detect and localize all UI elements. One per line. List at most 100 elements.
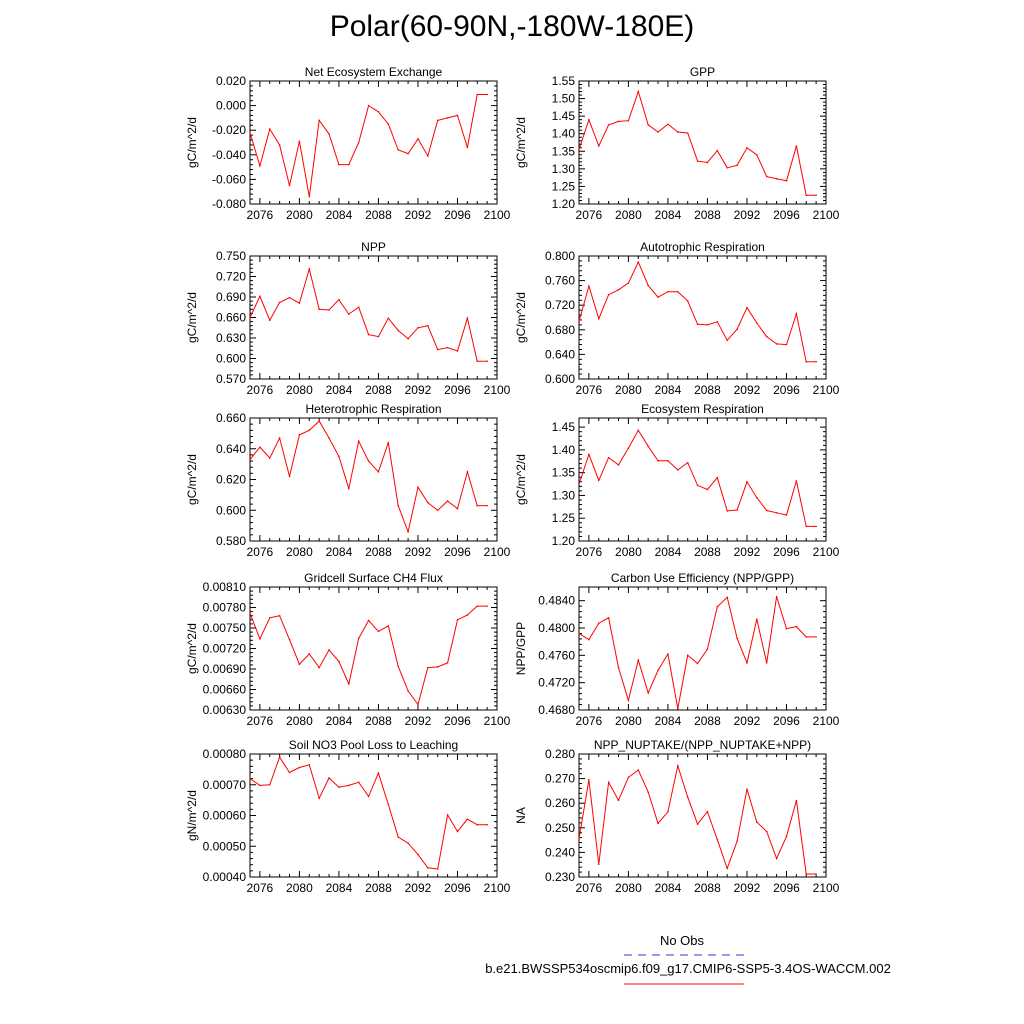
data-point	[367, 333, 370, 336]
data-point	[805, 873, 808, 875]
data-point	[278, 437, 281, 439]
y-tick-label: 1.40	[552, 127, 576, 141]
data-point	[298, 434, 301, 436]
data-point	[436, 509, 439, 512]
data-point	[328, 133, 330, 135]
data-point	[597, 479, 600, 482]
y-axis-label: gN/m^2/d	[185, 790, 199, 841]
y-tick-label: 0.4800	[538, 621, 575, 635]
chart-title: Ecosystem Respiration	[641, 402, 764, 416]
data-point	[318, 119, 320, 122]
x-tick-label: 2076	[576, 208, 603, 222]
y-tick-label: 1.30	[552, 162, 576, 176]
y-tick-label: 0.00080	[203, 747, 247, 761]
y-tick-label: 1.55	[552, 74, 576, 88]
data-point	[367, 795, 370, 798]
y-tick-label: 0.00050	[203, 839, 247, 853]
y-tick-label: 0.690	[216, 290, 246, 304]
legend-model-label: b.e21.BWSSP534oscmip6.f09_g17.CMIP6-SSP5…	[485, 961, 891, 976]
data-point	[436, 666, 439, 668]
data-point	[657, 131, 659, 133]
data-point	[446, 346, 449, 349]
data-point	[486, 504, 488, 507]
data-point	[486, 93, 488, 96]
data-point	[348, 313, 350, 315]
data-point	[268, 319, 271, 322]
data-point	[417, 703, 419, 706]
data-point	[407, 530, 409, 533]
data-point	[617, 120, 620, 123]
x-tick-label: 2088	[365, 881, 392, 895]
y-tick-label: 0.680	[545, 323, 575, 337]
panel-3: NPP gC/m^2/d 0.570 0.600 0.630 0.660 0.690 0.72…	[185, 240, 511, 397]
x-tick-label: 2080	[286, 545, 313, 559]
x-tick-label: 2092	[405, 881, 432, 895]
data-point	[407, 337, 409, 340]
x-tick-label: 2084	[326, 714, 353, 728]
data-point	[476, 93, 479, 96]
y-tick-label: -0.060	[212, 172, 246, 186]
x-tick-label: 2100	[484, 545, 511, 559]
data-point	[288, 184, 291, 187]
x-tick-label: 2088	[365, 545, 392, 559]
data-point	[268, 128, 271, 130]
data-point	[597, 863, 600, 866]
y-tick-label: 1.35	[552, 144, 576, 158]
data-point	[308, 195, 311, 198]
y-tick-label: 0.00750	[203, 621, 247, 635]
chart-title: Soil NO3 Pool Loss to Leaching	[289, 738, 458, 752]
x-tick-label: 2088	[365, 714, 392, 728]
x-tick-label: 2100	[484, 881, 511, 895]
chart-title: GPP	[690, 65, 715, 79]
x-tick-label: 2088	[694, 208, 721, 222]
data-point	[607, 293, 610, 296]
data-point	[397, 504, 400, 507]
y-tick-label: 1.20	[552, 534, 576, 548]
data-point	[298, 663, 301, 666]
y-tick-label: 0.00060	[203, 809, 247, 823]
data-point	[657, 460, 659, 462]
data-point	[338, 455, 340, 458]
x-tick-label: 2096	[773, 714, 800, 728]
data-point	[677, 707, 679, 710]
y-axis-label: gC/m^2/d	[514, 454, 528, 505]
y-tick-label: 0.660	[216, 311, 246, 325]
plot-frame	[578, 753, 827, 878]
data-point	[617, 289, 620, 291]
panel-9: Soil NO3 Pool Loss to Leaching gN/m^2/d 0.…	[185, 738, 511, 895]
data-point	[637, 659, 640, 661]
data-point	[706, 324, 709, 326]
x-tick-label: 2092	[734, 208, 761, 222]
data-point	[427, 501, 429, 504]
chart-title: Carbon Use Efficiency (NPP/GPP)	[611, 571, 794, 585]
data-point	[578, 483, 580, 485]
x-tick-label: 2084	[326, 208, 353, 222]
data-point	[288, 638, 291, 641]
x-tick-label: 2092	[405, 383, 432, 397]
data-point	[578, 148, 580, 151]
y-tick-label: 0.640	[545, 347, 575, 361]
data-point	[278, 614, 281, 617]
y-tick-label: 0.230	[545, 870, 575, 884]
x-tick-label: 2096	[444, 714, 471, 728]
data-point	[627, 776, 630, 779]
data-point	[686, 461, 689, 464]
y-tick-label: 0.00720	[203, 642, 247, 656]
x-tick-label: 2084	[655, 881, 682, 895]
data-point	[328, 777, 330, 779]
data-point	[407, 152, 409, 155]
x-tick-label: 2092	[734, 383, 761, 397]
data-point	[318, 420, 320, 422]
data-point	[775, 511, 778, 514]
x-tick-label: 2096	[444, 545, 471, 559]
data-point	[746, 480, 748, 483]
data-point	[765, 175, 768, 178]
data-point	[756, 322, 758, 324]
data-point	[486, 360, 488, 363]
data-point	[617, 666, 620, 669]
data-point	[427, 666, 429, 669]
data-point	[578, 320, 580, 322]
y-tick-label: 0.00660	[203, 683, 247, 697]
panel-10: NPP_NUPTAKE/(NPP_NUPTAKE+NPP) NA 0.230 0.24…	[514, 738, 840, 895]
